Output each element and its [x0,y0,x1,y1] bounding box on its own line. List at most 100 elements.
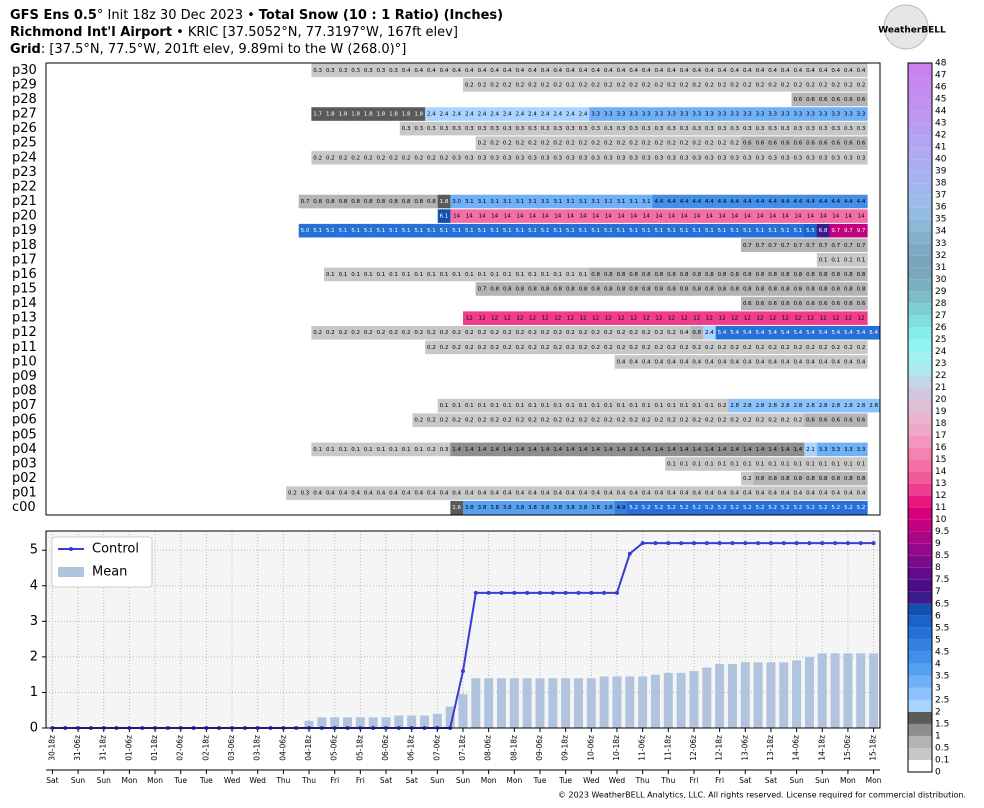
cell-label: 0.2 [654,345,663,351]
cell-label: 0.3 [414,126,423,132]
cell-label: 0.8 [490,287,499,293]
cell-label: 0.4 [718,359,727,365]
cell [652,209,666,223]
cell [816,223,830,238]
cell [425,121,439,136]
cell-label: 1.4 [528,447,537,453]
cell [690,78,704,92]
cell-label: 14 [617,214,624,220]
cell-label: 0.1 [718,461,727,467]
cell [728,121,742,136]
cell [551,63,565,78]
cell [816,253,830,267]
cell-label: 0.2 [743,476,752,482]
bar [650,674,660,728]
cell-label: 0.3 [768,155,777,161]
day-label: Mon [481,776,497,785]
cell-label: 0.2 [819,345,828,351]
cell [791,150,805,165]
cell-label: 3.1 [617,199,626,205]
cell [829,78,843,92]
cell-label: 0.2 [654,330,663,336]
cell-label: 0.6 [819,418,828,424]
colorbar-band [908,675,932,688]
cell-label: 0.2 [478,82,487,88]
bar [573,678,583,728]
cell [627,194,641,209]
cell-label: 0.3 [478,126,487,132]
cell [538,267,552,282]
cell [627,223,641,238]
cell [652,150,666,165]
cell-label: 0.4 [427,68,436,74]
cell-label: 0.2 [515,141,524,147]
cell-label: 0.7 [781,243,790,249]
cell-label: 0.1 [414,272,423,278]
cell [778,223,792,238]
cell-label: 5.1 [490,228,499,234]
cell-label: 0.2 [440,330,449,336]
cell [602,121,615,136]
cell-label: 5.1 [339,228,348,234]
cell-label: 0.8 [781,272,790,278]
colorbar-band [908,387,932,400]
cell-label: 2.4 [515,112,524,118]
row-label: p30 [12,63,37,78]
cell [804,92,818,107]
cell-label: 0.2 [604,345,613,351]
cell [766,63,780,78]
cell [500,121,514,136]
cell [602,209,615,223]
cell [614,78,628,92]
cell-label: 0.8 [339,199,348,205]
day-label: Sat [380,776,392,785]
cell-label: 0.2 [389,330,398,336]
cell-label: 0.4 [642,68,651,74]
cell-label: 0.3 [718,155,727,161]
cell [412,121,426,136]
colorbar-label: 43 [935,119,946,129]
colorbar-label: 24 [935,347,947,357]
cell-label: 0.2 [566,82,575,88]
cell-label: 2.4 [452,112,461,118]
day-label: Mon [506,776,522,785]
cell-label: 0.4 [718,68,727,74]
cell [665,121,679,136]
cell [766,150,780,165]
cell-label: 0.2 [326,155,335,161]
colorbar-band [908,435,932,448]
colorbar-band [908,147,932,160]
bar [638,676,648,728]
cell [425,107,439,121]
cell-label: 0.1 [579,272,588,278]
cell [589,107,603,121]
cell [513,136,527,150]
cell-label: 5.1 [452,228,461,234]
cell-label: 0.1 [705,403,714,409]
row-label: p12 [12,325,37,340]
cell-label: 1.4 [515,447,524,453]
cell [791,209,805,223]
cell-label: 0.3 [364,68,373,74]
cell-label: 12 [655,316,662,322]
cell [602,78,615,92]
cell-label: 0.8 [756,272,765,278]
cell [665,63,679,78]
cell-label: 0.1 [756,461,765,467]
cell [829,136,843,150]
cell-label: 3.8 [579,505,588,511]
colorbar-label: 30 [935,275,947,285]
colorbar-label: 9.5 [935,527,949,537]
cell [463,150,476,165]
cell-label: 4.4 [654,199,663,205]
cell-label: 0.4 [478,68,487,74]
footer: © 2023 WeatherBELL Analytics, LLC. All r… [558,791,966,800]
cell-label: 0.8 [781,287,790,293]
cell-label: 0.2 [313,155,322,161]
colorbar-label: 12 [935,491,946,501]
cell-label: 0.1 [553,272,562,278]
cell-label: 0.8 [705,287,714,293]
cell-label: 0.2 [414,330,423,336]
cell-label: 0.2 [654,141,663,147]
cell-label: 0.1 [654,403,663,409]
